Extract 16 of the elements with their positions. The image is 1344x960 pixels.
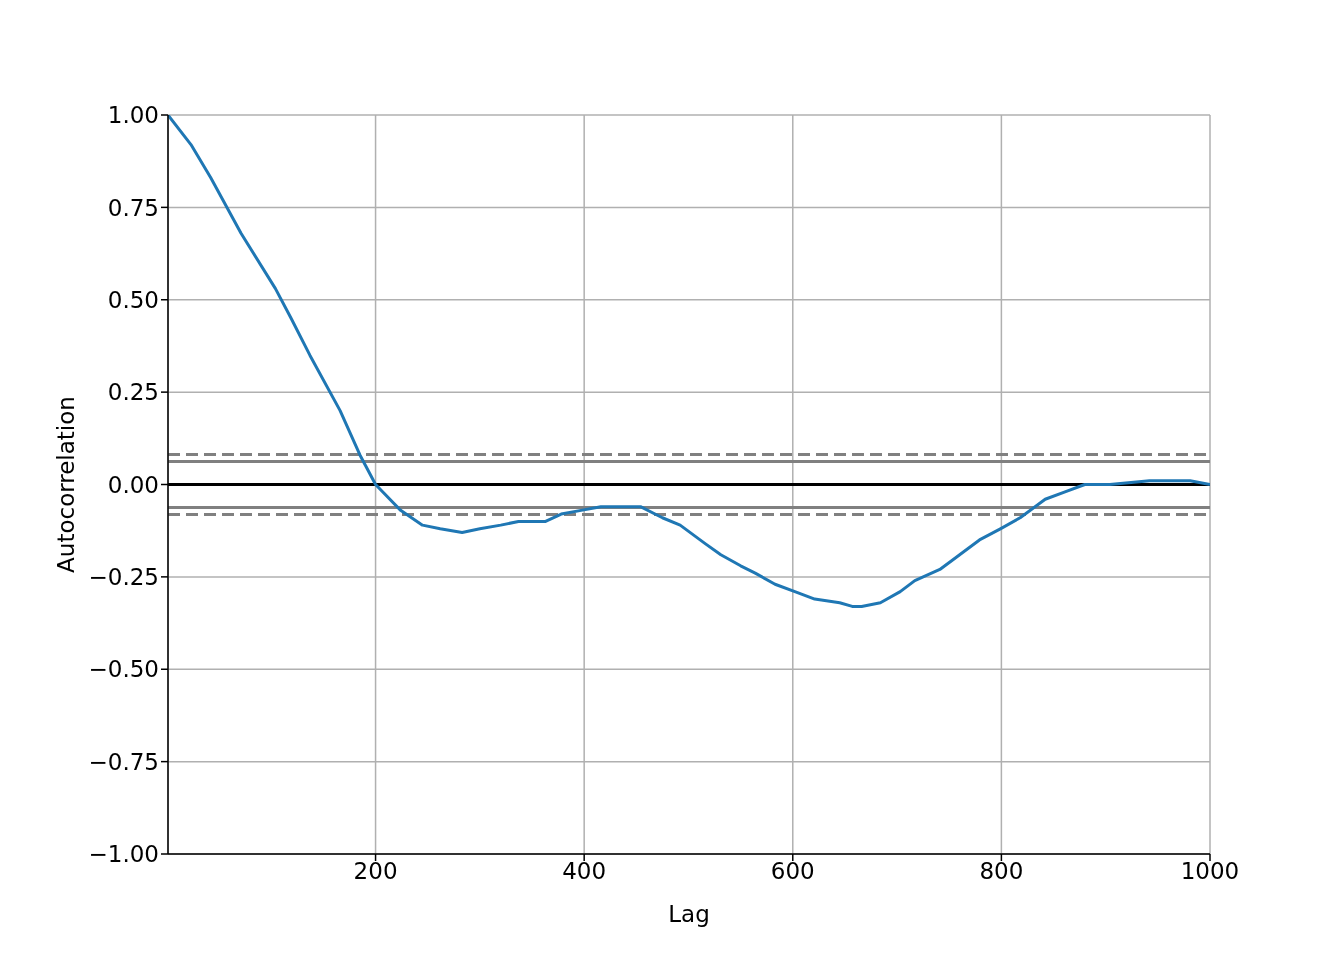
y-tick-label: 1.00: [107, 102, 159, 129]
y-tick-label: −0.75: [88, 748, 159, 775]
y-tick-label: 0.25: [107, 379, 159, 406]
x-tick-label: 1000: [1180, 858, 1240, 885]
y-tick-label: 0.75: [107, 194, 159, 221]
y-tick-label: 0.50: [107, 286, 159, 313]
x-tick-label: 600: [770, 858, 815, 885]
y-tick-label: 0.00: [107, 471, 159, 498]
y-axis-title: Autocorrelation: [53, 396, 80, 573]
x-tick-label: 200: [353, 858, 398, 885]
x-tick-label: 800: [979, 858, 1024, 885]
x-tick-label: 400: [562, 858, 607, 885]
x-axis-title: Lag: [668, 901, 710, 927]
y-tick-label: −0.50: [88, 656, 159, 683]
y-tick-label: −1.00: [88, 841, 159, 868]
y-tick-label: −0.25: [88, 564, 159, 591]
